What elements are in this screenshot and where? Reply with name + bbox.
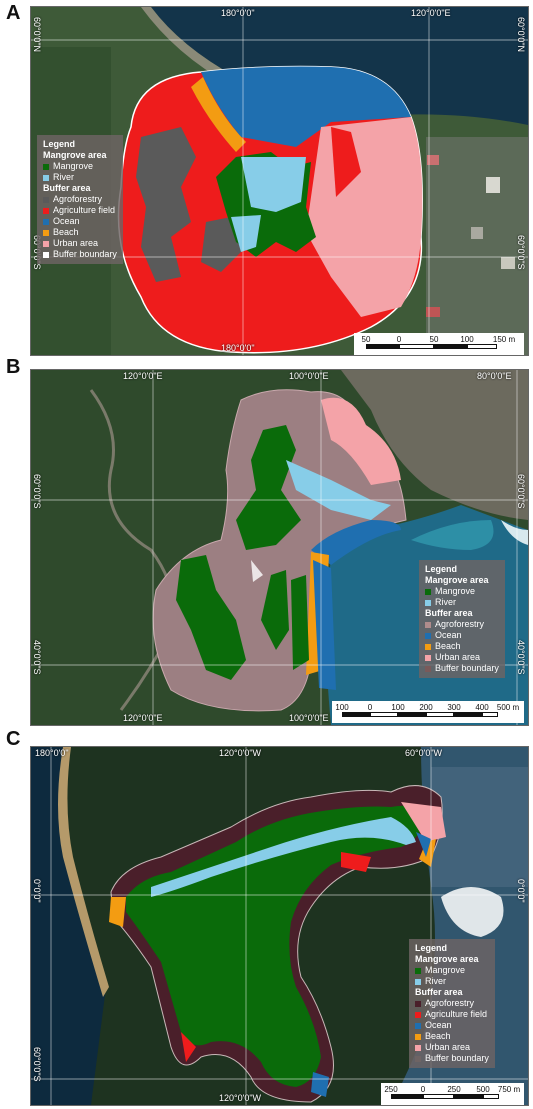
legend-item-urban-area: Urban area: [43, 238, 117, 249]
scale-tick: 100: [391, 703, 405, 712]
scale-tick: 100: [460, 335, 474, 344]
scale-tick: 100: [335, 703, 349, 712]
legend-item-buffer-boundary: Buffer boundary: [415, 1053, 489, 1064]
coord-right-bottom-b: 40°0'0"S: [516, 640, 526, 675]
legend-item-agroforestry: Agroforestry: [43, 194, 117, 205]
map-panel-c[interactable]: 180°0'0" 120°0'0"W 60°0'0"W 120°0'0"W 0°…: [30, 746, 529, 1106]
coord-top-right-c: 60°0'0"W: [405, 748, 443, 758]
scale-tick: 500 m: [496, 703, 520, 712]
legend-item-river: River: [425, 597, 499, 608]
legend-item-agroforestry: Agroforestry: [425, 619, 499, 630]
legend-item-beach: Beach: [415, 1031, 489, 1042]
legend-a: Legend Mangrove area Mangrove River Buff…: [37, 135, 123, 264]
legend-item-river: River: [415, 976, 489, 987]
legend-item-mangrove: Mangrove: [43, 161, 117, 172]
coord-right-mid-c: 0°0'0": [516, 879, 526, 903]
legend-heading-mangrove-area: Mangrove area: [425, 575, 489, 585]
scale-tick: 50: [361, 335, 371, 344]
legend-heading-buffer-area: Buffer area: [43, 183, 91, 193]
coord-bottom-mid-c: 120°0'0"W: [219, 1093, 262, 1103]
legend-heading-buffer-area: Buffer area: [415, 987, 463, 997]
coord-left-mid-c: 0°0'0": [32, 879, 42, 903]
coord-right-top-a: 60°0'0"N: [516, 17, 526, 53]
legend-title: Legend: [415, 943, 448, 953]
scale-tick: 150 m: [492, 335, 516, 344]
coord-top-left-a: 180°0'0": [221, 8, 255, 18]
legend-heading-mangrove-area: Mangrove area: [43, 150, 107, 160]
satellite-map-c: [31, 747, 528, 1105]
legend-item-beach: Beach: [425, 641, 499, 652]
coord-bottom-a: 180°0'0": [221, 343, 255, 353]
legend-title: Legend: [425, 564, 458, 574]
legend-item-urban-area: Urban area: [415, 1042, 489, 1053]
coord-left-top-b: 60°0'0"S: [32, 474, 42, 509]
legend-item-agriculture-field: Agriculture field: [415, 1009, 489, 1020]
legend-item-mangrove: Mangrove: [415, 965, 489, 976]
coord-top-left-b: 120°0'0"E: [123, 371, 163, 381]
legend-b: Legend Mangrove area Mangrove River Buff…: [419, 560, 505, 678]
coord-top-mid-c: 120°0'0"W: [219, 748, 262, 758]
scale-tick: 0: [367, 703, 373, 712]
legend-item-agroforestry: Agroforestry: [415, 998, 489, 1009]
legend-item-mangrove: Mangrove: [425, 586, 499, 597]
coord-left-top-a: 60°0'0"N: [32, 17, 42, 53]
legend-item-river: River: [43, 172, 117, 183]
legend-heading-mangrove-area: Mangrove area: [415, 954, 479, 964]
scale-bar-b: 100 0 100 200 300 400 500 m: [332, 701, 524, 723]
scale-tick: 300: [447, 703, 461, 712]
legend-item-agriculture-field: Agriculture field: [43, 205, 117, 216]
scale-tick: 400: [475, 703, 489, 712]
map-panel-b[interactable]: 120°0'0"E 100°0'0"E 80°0'0"E 120°0'0"E 1…: [30, 369, 529, 726]
scale-tick: 0: [396, 335, 402, 344]
legend-item-ocean: Ocean: [43, 216, 117, 227]
coord-left-bottom-c: 60°0'0"S: [32, 1047, 42, 1082]
legend-item-beach: Beach: [43, 227, 117, 238]
panel-label-a: A: [6, 2, 21, 24]
legend-item-ocean: Ocean: [425, 630, 499, 641]
scale-bar-a: 50 0 50 100 150 m: [354, 333, 524, 355]
coord-top-mid-b: 100°0'0"E: [289, 371, 329, 381]
legend-item-buffer-boundary: Buffer boundary: [425, 663, 499, 674]
scale-bar-c: 250 0 250 500 750 m: [381, 1083, 524, 1105]
coord-right-top-b: 60°0'0"S: [516, 474, 526, 509]
coord-top-left-c: 180°0'0": [35, 748, 69, 758]
scale-tick: 750 m: [497, 1085, 521, 1094]
satellite-map-a: [31, 7, 528, 355]
coord-bottom-left-b: 120°0'0"E: [123, 713, 163, 723]
scale-tick: 250: [384, 1085, 398, 1094]
legend-item-buffer-boundary: Buffer boundary: [43, 249, 117, 260]
legend-item-urban-area: Urban area: [425, 652, 499, 663]
legend-item-ocean: Ocean: [415, 1020, 489, 1031]
panel-label-b: B: [6, 356, 21, 378]
scale-tick: 250: [447, 1085, 461, 1094]
scale-tick: 0: [420, 1085, 426, 1094]
legend-c: Legend Mangrove area Mangrove River Buff…: [409, 939, 495, 1068]
coord-right-bottom-a: 60°0'0"S: [516, 235, 526, 270]
legend-title: Legend: [43, 139, 76, 149]
coord-bottom-right-b: 100°0'0"E: [289, 713, 329, 723]
legend-heading-buffer-area: Buffer area: [425, 608, 473, 618]
scale-tick: 200: [419, 703, 433, 712]
scale-tick: 500: [476, 1085, 490, 1094]
coord-top-right-a: 120°0'0"E: [411, 8, 451, 18]
coord-top-right-b: 80°0'0"E: [477, 371, 512, 381]
coord-left-bottom-b: 40°0'0"S: [32, 640, 42, 675]
panel-label-c: C: [6, 728, 21, 750]
scale-tick: 50: [429, 335, 439, 344]
map-panel-a[interactable]: 180°0'0" 120°0'0"E 180°0'0" 60°0'0"N 60°…: [30, 6, 529, 356]
